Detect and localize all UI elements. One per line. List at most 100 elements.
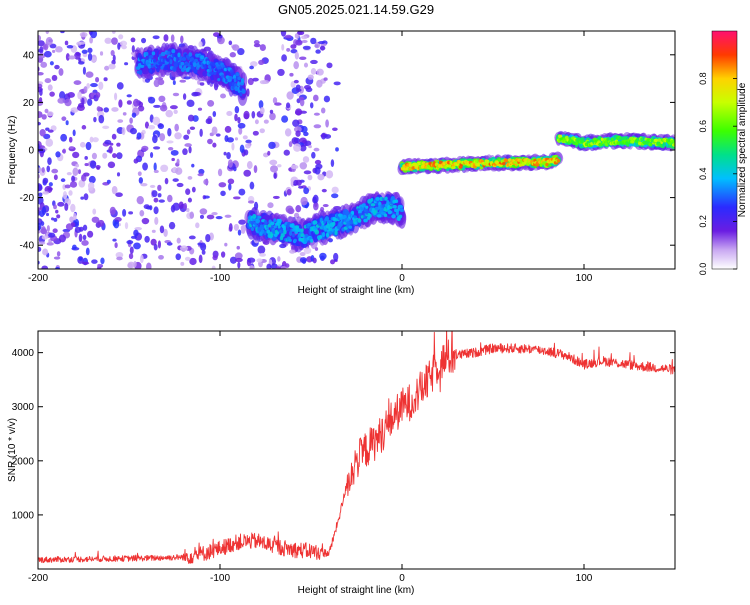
- spectrogram-noise-speck: [41, 265, 49, 269]
- spectrogram-trace-mark: [220, 74, 225, 79]
- spectrogram-noise-speck: [55, 46, 63, 53]
- spectrogram-noise-speck: [66, 172, 72, 176]
- spectrogram-noise-speck: [280, 31, 287, 37]
- spectrogram-noise-speck: [263, 119, 269, 124]
- spectrogram-noise-speck: [286, 47, 291, 52]
- spectrogram-noise-speck: [116, 172, 121, 177]
- spectrogram-trace-mark: [172, 66, 177, 72]
- spectrogram-noise-speck: [191, 91, 199, 97]
- spectrogram-noise-speck: [50, 125, 57, 132]
- spectrogram-noise-speck: [220, 251, 226, 258]
- spectrogram-noise-speck: [62, 190, 68, 200]
- spectrogram-noise-speck: [41, 235, 49, 240]
- spectrogram-trace-mark: [657, 138, 661, 142]
- spectrogram-noise-speck: [151, 190, 158, 198]
- spectrogram-noise-speck: [184, 256, 191, 261]
- spectrogram-trace-mark: [324, 216, 330, 222]
- spectrogram-noise-speck: [245, 139, 252, 144]
- spectrogram-noise-speck: [290, 44, 297, 49]
- spectrogram-noise-speck: [301, 35, 308, 40]
- spectrogram-noise-speck: [99, 51, 104, 56]
- spectrogram-noise-speck: [74, 51, 81, 60]
- spectrogram-noise-speck: [257, 245, 266, 254]
- spectrogram-trace-mark: [282, 226, 287, 231]
- spectrogram-noise-speck: [313, 124, 322, 129]
- spectrogram-noise-speck: [312, 194, 319, 204]
- spectrogram-noise-speck: [269, 112, 276, 121]
- spectrogram-noise-speck: [253, 39, 260, 45]
- spectrogram-noise-speck: [38, 148, 46, 154]
- spectrogram-noise-speck: [58, 234, 66, 243]
- spectrogram-noise-speck: [229, 52, 237, 58]
- spectrogram-noise-speck: [65, 53, 70, 61]
- spectrogram-noise-speck: [115, 192, 123, 198]
- spectrogram-noise-speck: [118, 99, 123, 108]
- spectrogram-noise-speck: [64, 202, 69, 211]
- spectrogram-noise-speck: [138, 101, 144, 108]
- spectrogram-trace-mark: [457, 159, 462, 164]
- snr-ytick-label: 1000: [12, 510, 35, 521]
- spectrogram-noise-speck: [326, 62, 333, 69]
- spectrogram-noise-speck: [228, 223, 233, 232]
- spectrogram-noise-speck: [49, 43, 57, 49]
- spectrogram-noise-speck: [187, 176, 193, 180]
- spectrogram-noise-speck: [205, 118, 212, 125]
- spectrogram-noise-speck: [237, 261, 241, 269]
- spectrogram-noise-speck: [172, 178, 179, 182]
- spectrogram-trace-mark: [283, 229, 287, 235]
- spectrogram-noise-speck: [38, 192, 43, 197]
- spectrogram-noise-speck: [182, 148, 188, 156]
- spectrogram-noise-speck: [46, 165, 51, 173]
- spectrogram-noise-speck: [224, 242, 228, 247]
- spectrogram-noise-speck: [289, 249, 296, 254]
- spectrogram-noise-speck: [133, 229, 139, 237]
- spectrogram-noise-speck: [80, 196, 85, 200]
- spectrogram-noise-speck: [244, 143, 251, 149]
- spectrogram-noise-speck: [134, 226, 142, 231]
- spectrogram-noise-speck: [224, 214, 232, 218]
- spectrogram-trace-mark: [156, 66, 160, 73]
- spectrogram-noise-speck: [252, 77, 259, 82]
- spectrogram-noise-speck: [39, 129, 46, 137]
- spectrogram-noise-speck: [78, 41, 86, 45]
- spectrogram-noise-speck: [131, 112, 137, 118]
- spectrogram-noise-speck: [298, 185, 304, 189]
- spectrogram-trace-mark: [233, 77, 237, 83]
- spectrogram-noise-speck: [325, 119, 329, 128]
- spectrogram-trace-mark: [139, 64, 145, 69]
- spectrogram-trace-mark: [252, 214, 257, 219]
- spectrogram-trace-mark: [610, 137, 614, 142]
- spectrogram-noise-speck: [290, 80, 296, 88]
- spectrogram-noise-speck: [331, 186, 339, 194]
- spectrogram-noise-speck: [38, 40, 45, 47]
- spectrogram-noise-speck: [234, 106, 240, 114]
- spectrogram-noise-speck: [43, 43, 49, 51]
- spectrogram-noise-speck: [199, 208, 208, 215]
- spectrogram-noise-speck: [164, 177, 169, 185]
- spectrogram-noise-speck: [68, 136, 73, 143]
- spectrogram-noise-speck: [313, 94, 319, 102]
- spectrogram-noise-speck: [168, 221, 176, 230]
- spectrogram-noise-speck: [126, 240, 134, 245]
- spectrogram-noise-speck: [294, 108, 303, 116]
- spectrogram-noise-speck: [96, 106, 101, 112]
- spectrogram-noise-speck: [111, 133, 117, 140]
- spectrogram-noise-speck: [111, 37, 118, 45]
- spectrogram-noise-speck: [40, 61, 48, 68]
- spectrogram-noise-speck: [146, 262, 152, 269]
- spectrogram-noise-speck: [233, 223, 239, 231]
- spectrogram-trace-mark: [321, 231, 326, 238]
- spectrogram-trace-mark: [370, 203, 376, 207]
- spectrogram-trace-mark: [169, 59, 173, 65]
- spectrogram-noise-speck: [284, 34, 292, 39]
- spectrogram-noise-speck: [87, 47, 93, 54]
- spectrogram-noise-speck: [303, 62, 309, 68]
- spectrogram-noise-speck: [197, 79, 201, 85]
- spectrogram-noise-speck: [81, 174, 85, 180]
- spectrogram-noise-speck: [90, 31, 98, 39]
- spectrogram-noise-speck: [83, 172, 90, 177]
- spectrogram-noise-speck: [111, 185, 118, 195]
- snr-ytick-label: 4000: [12, 348, 35, 359]
- spectrogram-noise-speck: [85, 247, 90, 256]
